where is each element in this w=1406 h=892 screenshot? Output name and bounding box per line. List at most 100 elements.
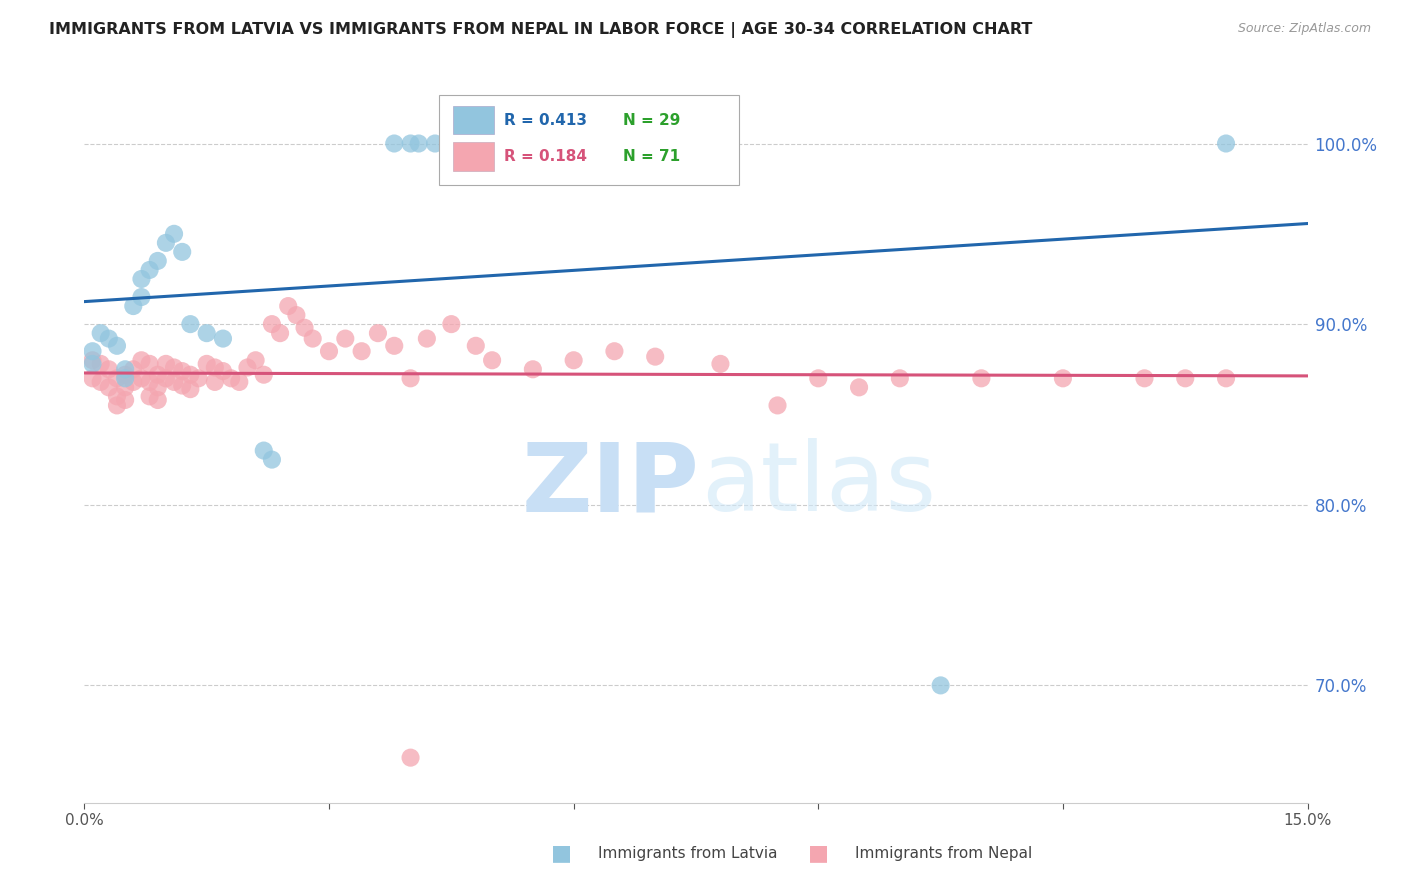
- Point: [269, 326, 291, 340]
- Point: [114, 371, 136, 385]
- Text: ZIP: ZIP: [522, 438, 699, 532]
- Text: R = 0.184: R = 0.184: [503, 149, 586, 163]
- Text: ■: ■: [551, 843, 572, 863]
- Point: [212, 364, 235, 378]
- Point: [195, 326, 218, 340]
- Point: [367, 326, 389, 340]
- Point: [1215, 136, 1237, 151]
- Point: [382, 136, 405, 151]
- Point: [277, 299, 299, 313]
- Point: [90, 357, 112, 371]
- Point: [228, 375, 250, 389]
- Point: [114, 380, 136, 394]
- Point: [644, 350, 666, 364]
- Point: [172, 378, 194, 392]
- Point: [440, 317, 463, 331]
- Point: [236, 360, 259, 375]
- Point: [285, 308, 308, 322]
- Point: [179, 368, 201, 382]
- Point: [138, 263, 160, 277]
- Text: R = 0.413: R = 0.413: [503, 112, 586, 128]
- Point: [97, 380, 120, 394]
- Text: Immigrants from Nepal: Immigrants from Nepal: [855, 846, 1032, 861]
- Point: [204, 360, 226, 375]
- FancyBboxPatch shape: [453, 143, 494, 170]
- Point: [848, 380, 870, 394]
- Point: [294, 320, 316, 334]
- Text: IMMIGRANTS FROM LATVIA VS IMMIGRANTS FROM NEPAL IN LABOR FORCE | AGE 30-34 CORRE: IMMIGRANTS FROM LATVIA VS IMMIGRANTS FRO…: [49, 22, 1032, 38]
- Point: [146, 392, 169, 407]
- Point: [105, 339, 128, 353]
- Point: [90, 375, 112, 389]
- Point: [155, 371, 177, 385]
- Point: [399, 371, 422, 385]
- Point: [131, 353, 153, 368]
- Point: [163, 360, 186, 375]
- FancyBboxPatch shape: [439, 95, 738, 185]
- Point: [709, 357, 731, 371]
- Text: Source: ZipAtlas.com: Source: ZipAtlas.com: [1237, 22, 1371, 36]
- Point: [105, 371, 128, 385]
- Point: [187, 371, 209, 385]
- Text: N = 71: N = 71: [623, 149, 679, 163]
- Point: [146, 380, 169, 394]
- Point: [416, 332, 439, 346]
- Point: [138, 357, 160, 371]
- Point: [408, 136, 430, 151]
- Text: Immigrants from Latvia: Immigrants from Latvia: [598, 846, 778, 861]
- Point: [146, 368, 169, 382]
- Point: [350, 344, 373, 359]
- Point: [146, 253, 169, 268]
- Point: [155, 357, 177, 371]
- Point: [114, 392, 136, 407]
- Point: [457, 136, 479, 151]
- Point: [1133, 371, 1156, 385]
- Point: [245, 353, 267, 368]
- Point: [219, 371, 242, 385]
- Point: [260, 317, 283, 331]
- Point: [122, 299, 145, 313]
- Point: [301, 332, 323, 346]
- Point: [1174, 371, 1197, 385]
- Point: [440, 136, 463, 151]
- Point: [179, 382, 201, 396]
- Point: [807, 371, 830, 385]
- Point: [603, 344, 626, 359]
- Point: [1215, 371, 1237, 385]
- Point: [131, 371, 153, 385]
- Point: [105, 389, 128, 403]
- Point: [889, 371, 911, 385]
- Point: [253, 368, 276, 382]
- Point: [172, 244, 194, 259]
- Point: [122, 362, 145, 376]
- Point: [212, 332, 235, 346]
- Point: [204, 375, 226, 389]
- Point: [90, 326, 112, 340]
- Point: [522, 362, 544, 376]
- Point: [423, 136, 446, 151]
- Point: [179, 317, 201, 331]
- Point: [138, 389, 160, 403]
- Point: [481, 353, 503, 368]
- Text: N = 29: N = 29: [623, 112, 681, 128]
- Point: [562, 136, 585, 151]
- Point: [122, 375, 145, 389]
- Point: [382, 339, 405, 353]
- Point: [464, 339, 486, 353]
- Point: [929, 678, 952, 692]
- FancyBboxPatch shape: [453, 106, 494, 135]
- Point: [163, 375, 186, 389]
- Point: [82, 371, 104, 385]
- Point: [114, 362, 136, 376]
- Point: [138, 375, 160, 389]
- Point: [131, 290, 153, 304]
- Point: [253, 443, 276, 458]
- Point: [260, 452, 283, 467]
- Point: [172, 364, 194, 378]
- Point: [155, 235, 177, 250]
- Point: [399, 136, 422, 151]
- Point: [335, 332, 357, 346]
- Text: atlas: atlas: [700, 438, 936, 532]
- Point: [1052, 371, 1074, 385]
- Point: [318, 344, 340, 359]
